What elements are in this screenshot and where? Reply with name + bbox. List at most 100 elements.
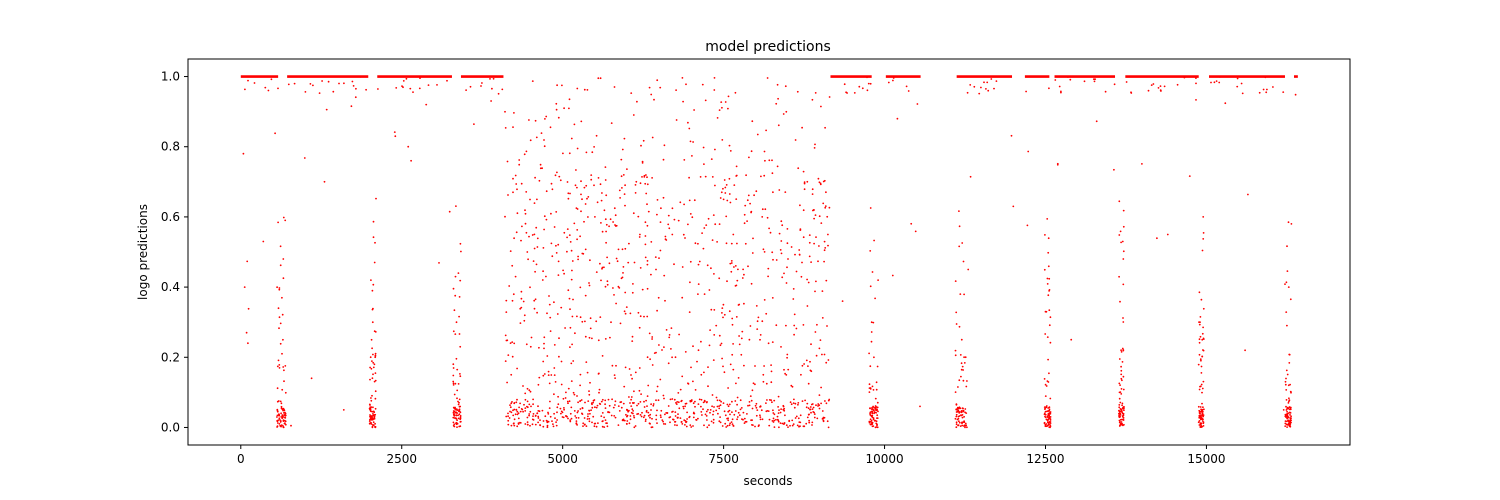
data-point [738, 335, 740, 337]
data-point [641, 411, 643, 414]
data-point [1045, 385, 1048, 387]
data-point [1049, 316, 1052, 319]
data-point [677, 413, 679, 415]
data-point [719, 421, 722, 424]
data-point [801, 400, 804, 402]
data-point [646, 405, 648, 407]
data-point [739, 408, 742, 411]
data-point [821, 353, 823, 356]
data-point [515, 183, 518, 185]
data-point [643, 315, 645, 318]
data-point [1198, 338, 1201, 341]
data-point [823, 179, 826, 182]
data-point [757, 316, 760, 319]
data-point [559, 407, 562, 410]
data-point [284, 412, 287, 414]
data-point [609, 336, 611, 339]
data-point [1282, 91, 1285, 93]
data-point [560, 306, 563, 309]
data-point [659, 414, 662, 417]
data-point [555, 244, 557, 247]
data-point [1122, 225, 1125, 228]
data-point [523, 314, 526, 317]
data-point [452, 287, 455, 290]
data-point [969, 84, 972, 86]
data-point [794, 139, 797, 141]
data-point [955, 408, 958, 410]
data-point [372, 418, 374, 421]
data-point [826, 215, 829, 218]
data-point [606, 280, 609, 283]
data-point [804, 399, 806, 402]
data-point [517, 423, 520, 425]
data-point [721, 357, 723, 360]
data-point [803, 181, 806, 184]
data-point [1049, 411, 1051, 414]
data-point [738, 343, 741, 346]
data-point [821, 290, 824, 292]
data-point [278, 364, 281, 366]
data-point [958, 225, 961, 228]
data-point [641, 288, 644, 291]
data-point [675, 403, 678, 405]
data-point [689, 424, 692, 426]
data-point [610, 122, 613, 124]
data-point [773, 419, 776, 422]
data-point [1287, 221, 1290, 224]
data-point [725, 215, 728, 218]
data-point [624, 366, 627, 369]
data-point [887, 81, 890, 84]
data-point [768, 418, 771, 421]
data-point [812, 209, 815, 211]
data-point [818, 215, 821, 218]
data-point [871, 271, 874, 273]
data-point [871, 412, 874, 415]
y-tick-label: 0.6 [161, 210, 180, 224]
data-point [760, 409, 763, 412]
data-point [637, 215, 640, 218]
data-point [665, 329, 668, 331]
data-point [866, 89, 869, 92]
data-point [555, 252, 558, 254]
data-point [1070, 338, 1073, 341]
data-point [965, 412, 968, 414]
data-point [1122, 419, 1125, 421]
data-point [734, 400, 737, 402]
data-point [633, 415, 635, 417]
data-point [820, 105, 822, 108]
data-point [1241, 92, 1244, 95]
data-point [543, 347, 545, 350]
data-point [779, 249, 782, 251]
data-point [604, 403, 606, 406]
data-point [601, 398, 604, 401]
data-point [1046, 218, 1049, 220]
data-point [919, 405, 921, 408]
data-point [666, 412, 669, 414]
data-point [962, 407, 964, 410]
data-point [740, 407, 743, 409]
data-point [656, 213, 658, 216]
data-point [575, 416, 578, 419]
data-point [776, 165, 779, 168]
data-point [734, 265, 737, 267]
data-point [580, 120, 583, 123]
data-point [608, 404, 611, 407]
data-point [755, 414, 758, 417]
data-point [756, 320, 759, 323]
data-point [693, 109, 695, 111]
data-point [742, 411, 745, 414]
data-point [790, 246, 793, 248]
data-point [1287, 402, 1290, 404]
data-point [1047, 414, 1050, 417]
data-point [570, 249, 573, 252]
data-point [871, 416, 874, 419]
data-point [460, 250, 462, 253]
data-point [281, 313, 284, 316]
data-point [283, 369, 285, 372]
data-point [727, 417, 729, 420]
data-point [1118, 406, 1121, 409]
data-point [552, 425, 555, 428]
data-point [284, 391, 287, 394]
data-point [457, 417, 460, 420]
data-point [736, 418, 738, 421]
